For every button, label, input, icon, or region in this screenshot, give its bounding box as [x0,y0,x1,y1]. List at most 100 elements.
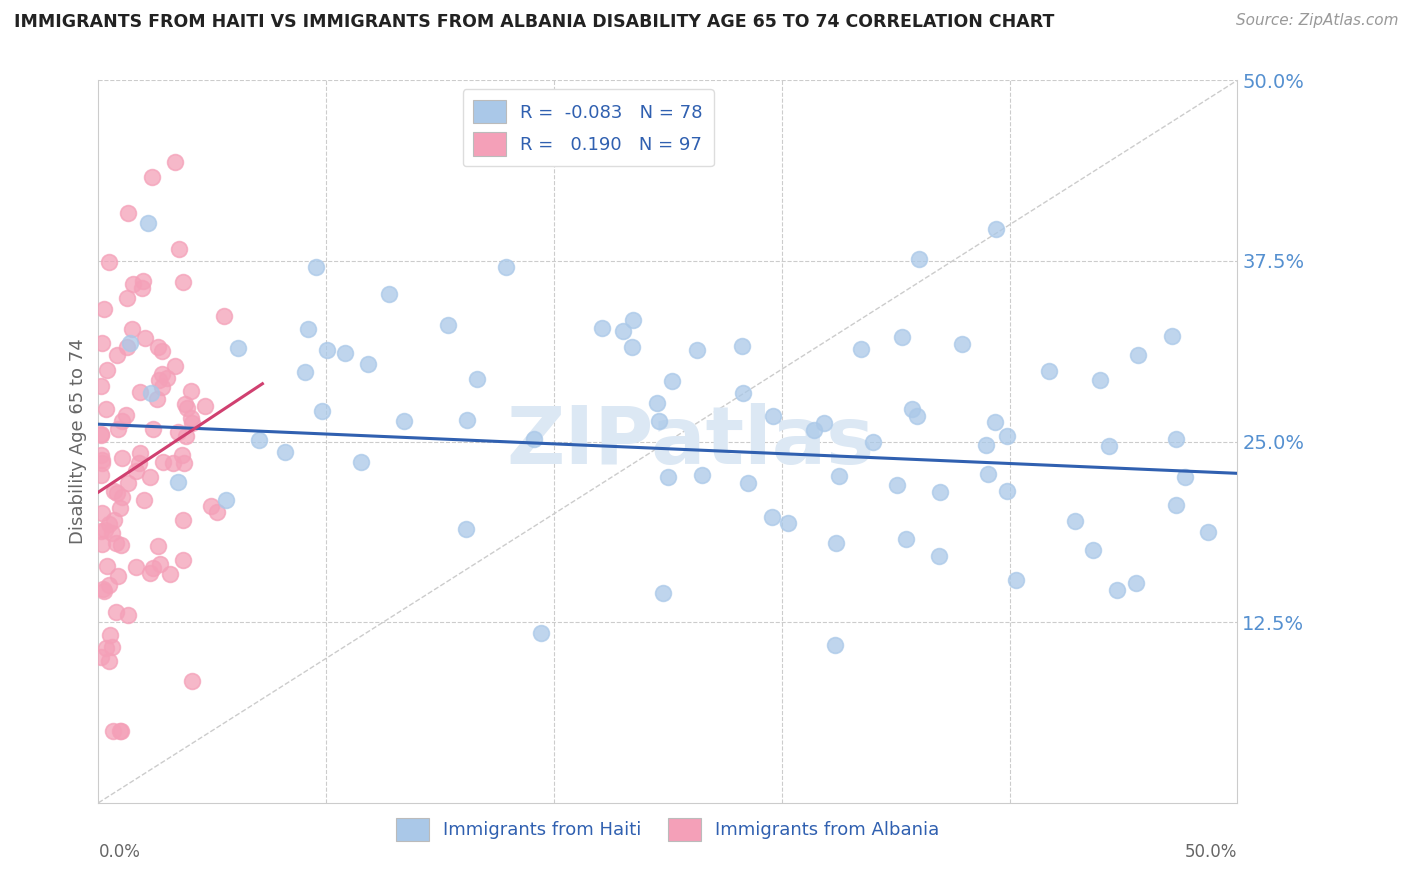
Point [129,446,152,460]
Point [146,539,169,553]
Point [1098,439,1121,453]
Point [96,362,118,376]
Point [139,566,162,580]
Point [851,342,873,356]
Point [928,549,950,564]
Point [180,384,202,398]
Point [901,402,924,417]
Point [661,374,683,388]
Point [1197,524,1219,539]
Point [294,365,316,379]
Point [530,625,553,640]
Point [378,287,401,301]
Point [1005,573,1028,587]
Point [174,429,197,443]
Point [117,476,139,491]
Point [173,456,195,470]
Point [98,628,121,642]
Point [108,500,131,515]
Point [226,342,249,356]
Point [107,421,129,435]
Point [98,517,121,532]
Point [98,578,121,592]
Point [172,448,194,462]
Point [315,343,337,357]
Point [111,414,134,428]
Point [824,638,846,652]
Point [181,674,204,689]
Point [115,341,138,355]
Point [105,485,128,500]
Point [103,484,125,499]
Point [776,516,799,531]
Point [176,401,198,415]
Point [523,432,546,446]
Point [91,457,114,471]
Point [107,569,129,583]
Point [1164,498,1187,512]
Point [465,371,488,385]
Point [105,348,128,362]
Point [685,343,707,358]
Point [93,523,115,537]
Point [894,532,917,546]
Point [134,331,156,345]
Point [159,566,181,581]
Point [139,469,162,483]
Point [90,378,112,392]
Point [1161,329,1184,343]
Point [1038,364,1060,378]
Point [132,492,155,507]
Point [167,475,190,489]
Point [891,330,914,344]
Point [297,322,319,336]
Point [974,437,997,451]
Point [311,403,333,417]
Point [274,445,297,459]
Point [136,216,159,230]
Point [125,560,148,574]
Point [90,524,112,538]
Point [886,478,908,492]
Legend: Immigrants from Haiti, Immigrants from Albania: Immigrants from Haiti, Immigrants from A… [389,810,946,848]
Point [152,368,174,382]
Point [163,154,186,169]
Point [172,553,194,567]
Point [110,538,132,552]
Point [148,340,170,354]
Point [648,414,671,428]
Point [90,506,112,520]
Point [121,322,143,336]
Point [141,170,163,185]
Point [690,467,713,482]
Point [591,320,613,334]
Point [96,559,118,574]
Point [115,291,138,305]
Point [828,468,851,483]
Point [950,337,973,351]
Point [94,402,117,417]
Point [813,417,835,431]
Point [162,456,184,470]
Point [1164,432,1187,446]
Point [139,386,162,401]
Point [803,423,825,437]
Point [986,221,1008,235]
Point [156,371,179,385]
Point [91,536,114,550]
Point [436,318,458,332]
Point [495,260,517,274]
Point [180,416,202,430]
Point [333,346,356,360]
Point [152,455,174,469]
Point [929,485,952,500]
Point [111,450,134,465]
Point [149,558,172,572]
Point [91,582,114,596]
Point [142,561,165,575]
Point [995,429,1018,443]
Point [645,396,668,410]
Point [97,654,120,668]
Point [132,274,155,288]
Point [456,413,478,427]
